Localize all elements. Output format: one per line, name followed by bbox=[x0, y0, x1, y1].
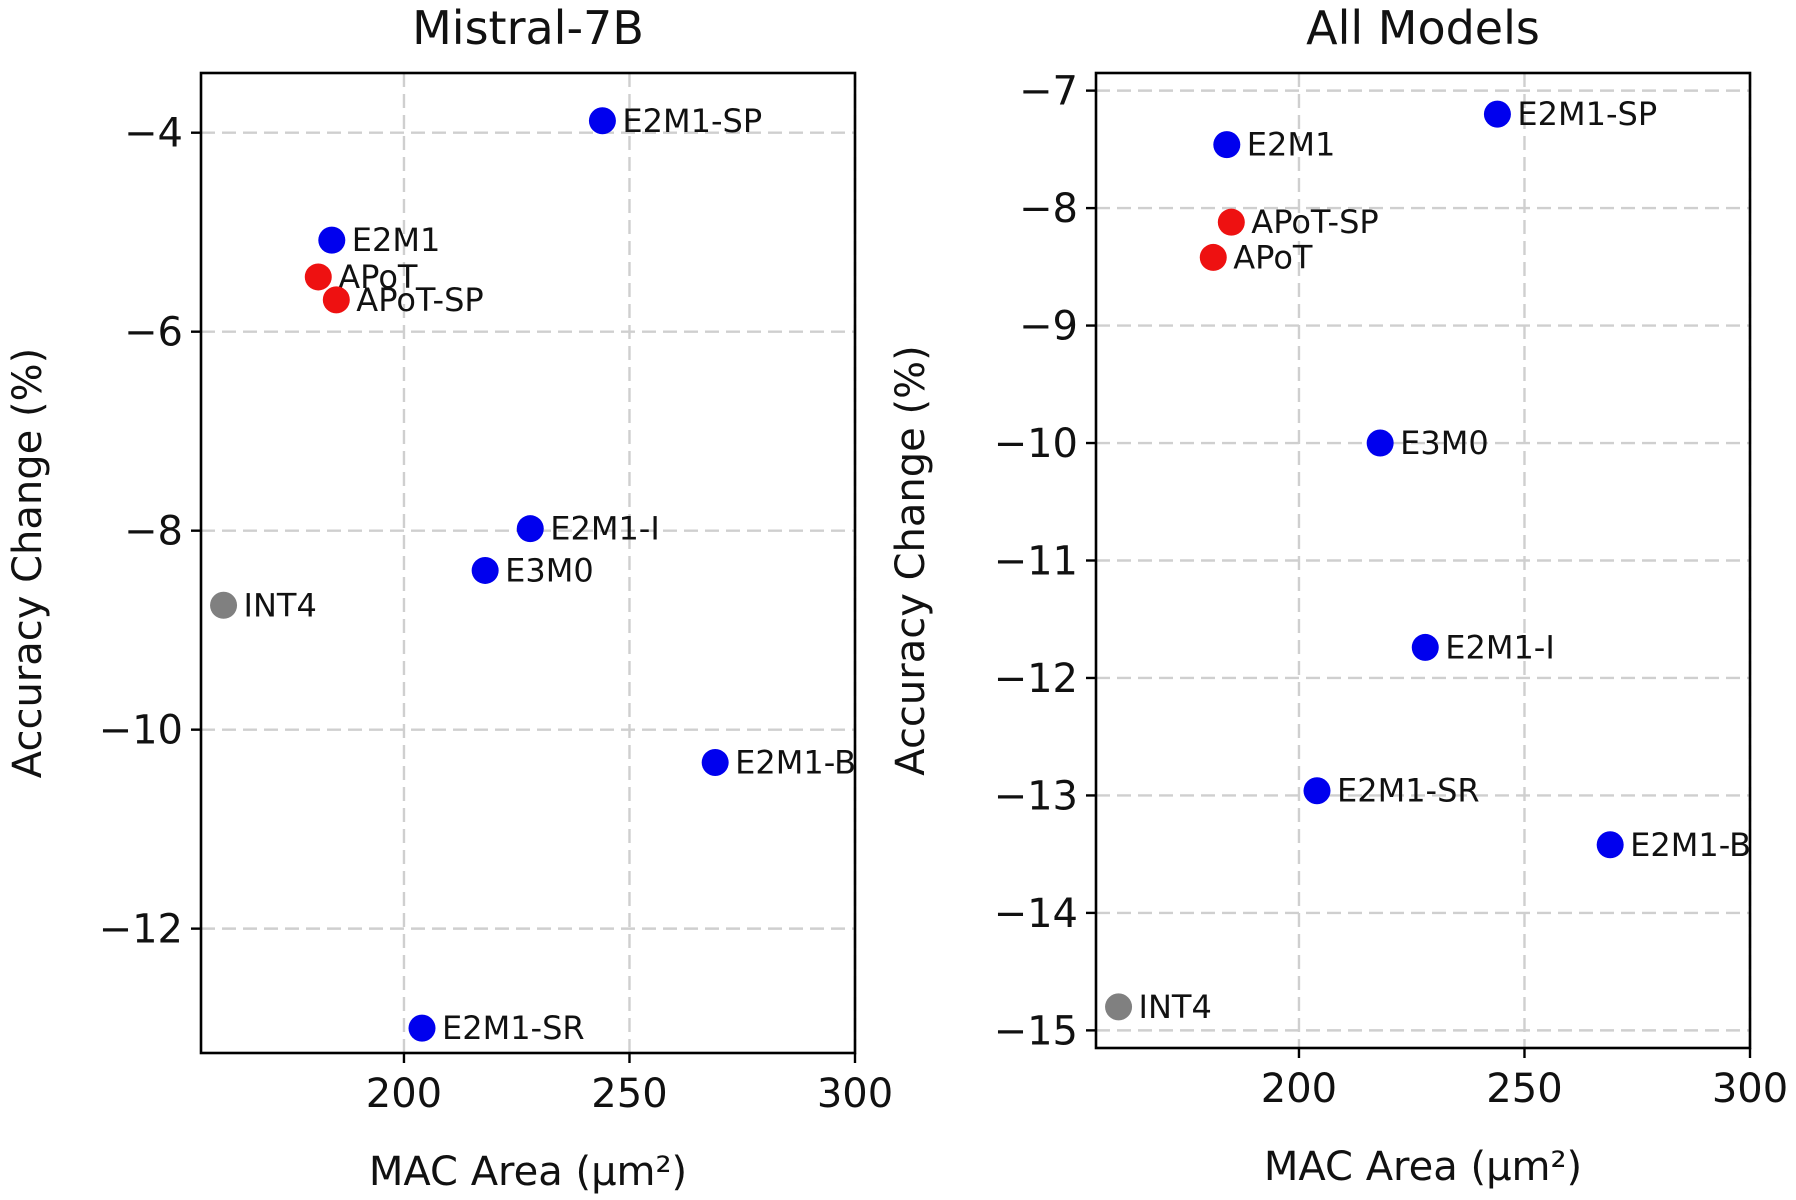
point-label: APoT-SP bbox=[1251, 203, 1378, 241]
point-label: E3M0 bbox=[1400, 424, 1489, 462]
y-tick-label: −14 bbox=[994, 891, 1078, 937]
point-label: E2M1 bbox=[352, 221, 441, 259]
y-tick-label: −12 bbox=[994, 656, 1078, 702]
data-point bbox=[471, 556, 499, 584]
y-tick-label: −4 bbox=[124, 111, 183, 157]
x-tick-label: 250 bbox=[591, 1071, 667, 1117]
y-axis-label: Accuracy Change (%) bbox=[5, 348, 51, 778]
data-point bbox=[408, 1014, 436, 1042]
chart-title: All Models bbox=[1306, 1, 1540, 55]
x-tick-label: 200 bbox=[1261, 1066, 1337, 1112]
data-point bbox=[516, 515, 544, 543]
y-tick-label: −7 bbox=[1019, 69, 1078, 115]
point-label: INT4 bbox=[244, 586, 317, 624]
y-tick-label: −8 bbox=[1019, 186, 1078, 232]
y-tick-label: −9 bbox=[1019, 304, 1078, 350]
point-label: E2M1-I bbox=[1445, 628, 1555, 666]
gridlines bbox=[1096, 73, 1752, 1048]
data-point bbox=[1303, 777, 1331, 805]
panel-mistral-7b: Mistral-7B Accuracy Change (%) MAC Area … bbox=[5, 1, 893, 1195]
data-point bbox=[1366, 429, 1394, 457]
y-tick-label: −12 bbox=[99, 907, 183, 953]
point-label: APoT bbox=[338, 258, 418, 296]
data-point bbox=[304, 263, 332, 291]
y-tick-label: −10 bbox=[994, 421, 1078, 467]
point-label: E2M1-B bbox=[735, 743, 856, 781]
y-tick-label: −11 bbox=[994, 539, 1078, 585]
y-axis-label: Accuracy Change (%) bbox=[888, 345, 934, 775]
point-label: INT4 bbox=[1139, 988, 1212, 1026]
y-tick-label: −6 bbox=[124, 310, 183, 356]
panel-all-models: All Models Accuracy Change (%) MAC Area … bbox=[888, 1, 1788, 1190]
point-label: APoT bbox=[1233, 238, 1313, 276]
data-point bbox=[588, 107, 616, 135]
data-point bbox=[322, 286, 350, 314]
chart-title: Mistral-7B bbox=[412, 1, 644, 55]
point-label: E2M1-SP bbox=[622, 102, 762, 140]
point-label: E2M1-SR bbox=[1337, 772, 1480, 810]
x-tick-label: 200 bbox=[366, 1071, 442, 1117]
x-axis-label: MAC Area (μm²) bbox=[1264, 1144, 1582, 1190]
y-tick-label: −10 bbox=[99, 708, 183, 754]
data-point bbox=[1483, 100, 1511, 128]
y-tick-label: −8 bbox=[124, 509, 183, 555]
x-tick-label: 300 bbox=[1712, 1066, 1788, 1112]
point-label: E3M0 bbox=[505, 551, 594, 589]
point-label: E2M1-SR bbox=[442, 1009, 585, 1047]
x-tick-label: 300 bbox=[817, 1071, 893, 1117]
y-tick-label: −13 bbox=[994, 773, 1078, 819]
plot-frame bbox=[1094, 71, 1752, 1050]
data-point bbox=[210, 591, 238, 619]
data-point bbox=[1105, 993, 1133, 1021]
data-point bbox=[1411, 633, 1439, 661]
x-tick-label: 250 bbox=[1486, 1066, 1562, 1112]
y-tick-label: −15 bbox=[994, 1008, 1078, 1054]
point-label: E2M1-I bbox=[550, 510, 660, 548]
data-point bbox=[1213, 131, 1241, 159]
point-label: E2M1 bbox=[1247, 126, 1336, 164]
data-point bbox=[1199, 243, 1227, 271]
data-point bbox=[1596, 831, 1624, 859]
point-label: E2M1-B bbox=[1630, 826, 1751, 864]
plot-frame bbox=[199, 71, 857, 1055]
point-label: E2M1-SP bbox=[1517, 95, 1657, 133]
data-point bbox=[1217, 208, 1245, 236]
x-axis-label: MAC Area (μm²) bbox=[369, 1149, 687, 1195]
point-label: APoT-SP bbox=[356, 281, 483, 319]
data-point bbox=[318, 226, 346, 254]
data-point bbox=[701, 748, 729, 776]
